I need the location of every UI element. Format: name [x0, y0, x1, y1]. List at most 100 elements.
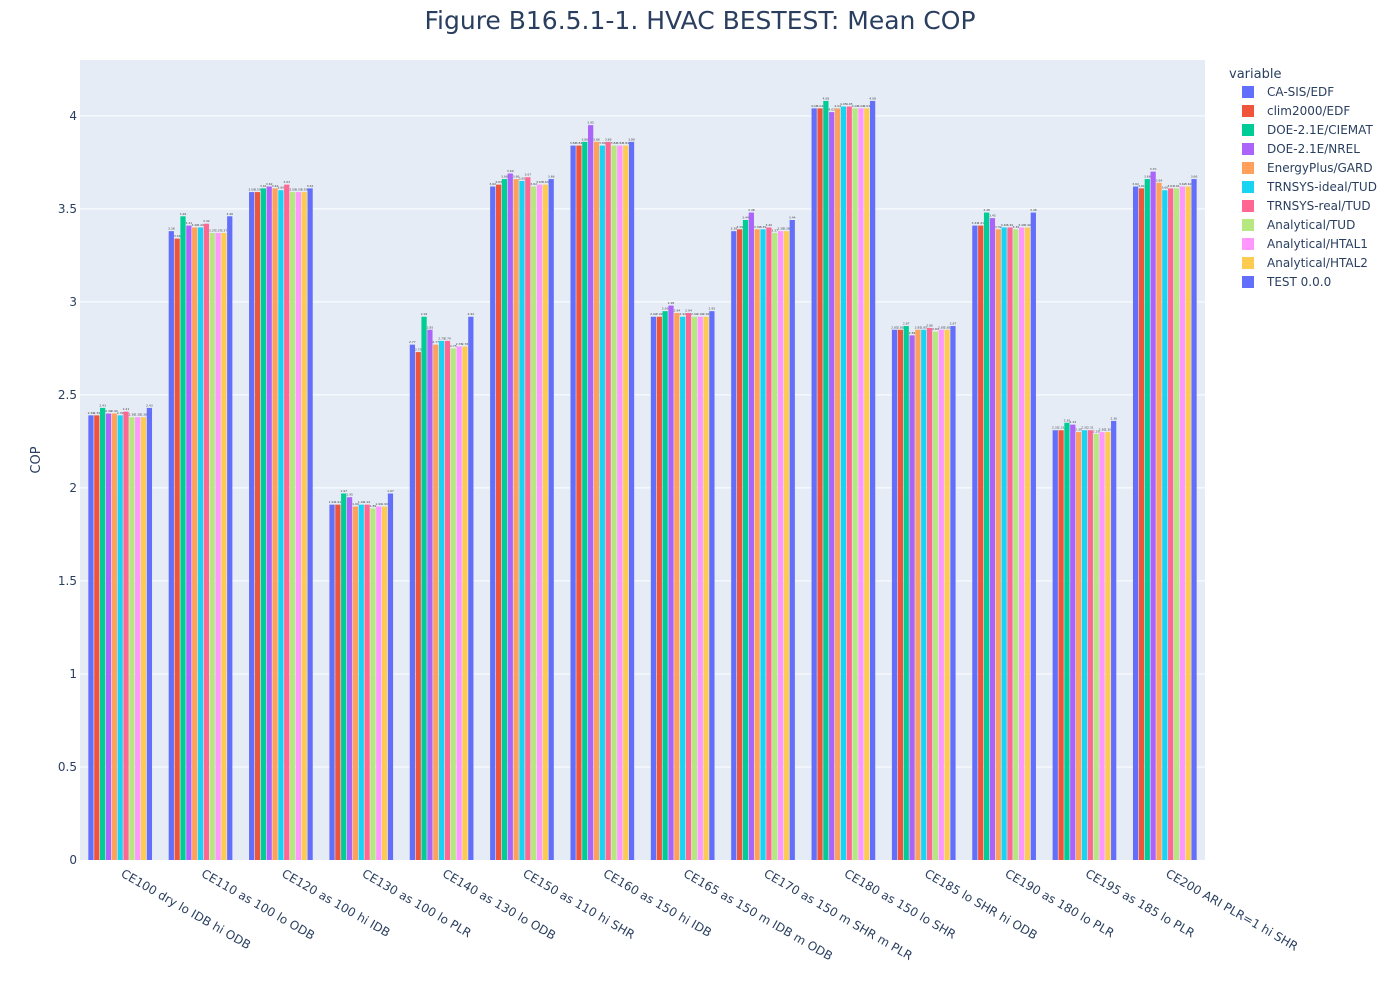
bar[interactable] — [599, 145, 605, 860]
bar[interactable] — [605, 141, 611, 861]
bar[interactable] — [1168, 188, 1174, 860]
bar[interactable] — [376, 506, 382, 860]
bar[interactable] — [542, 184, 548, 860]
legend-item[interactable]: Analytical/HTAL1 — [1242, 237, 1368, 251]
bar[interactable] — [789, 220, 795, 860]
bar[interactable] — [341, 493, 347, 860]
bar[interactable] — [989, 218, 996, 860]
bar[interactable] — [783, 231, 790, 860]
bar[interactable] — [370, 508, 376, 860]
bar[interactable] — [1099, 432, 1105, 860]
bar[interactable] — [284, 184, 290, 860]
bar[interactable] — [295, 192, 302, 861]
bar[interactable] — [1138, 188, 1145, 860]
bar[interactable] — [146, 407, 153, 860]
bar[interactable] — [617, 145, 623, 860]
bar[interactable] — [335, 504, 341, 860]
bar[interactable] — [456, 346, 462, 860]
bar[interactable] — [742, 220, 749, 860]
bar[interactable] — [1156, 182, 1162, 861]
bar[interactable] — [111, 413, 117, 860]
bar[interactable] — [192, 227, 198, 860]
bar[interactable] — [307, 188, 313, 860]
bar[interactable] — [129, 417, 135, 860]
bar[interactable] — [1150, 171, 1156, 860]
bar[interactable] — [897, 329, 903, 860]
bar[interactable] — [100, 407, 106, 860]
bar[interactable] — [346, 497, 353, 860]
bar[interactable] — [278, 190, 284, 861]
bar[interactable] — [209, 233, 215, 860]
bar[interactable] — [891, 329, 898, 860]
bar[interactable] — [697, 316, 703, 860]
bar[interactable] — [703, 316, 709, 860]
bar[interactable] — [852, 108, 858, 861]
bar[interactable] — [382, 506, 388, 860]
bar[interactable] — [588, 125, 594, 861]
bar[interactable] — [249, 192, 255, 861]
legend-item[interactable]: DOE-2.1E/NREL — [1242, 142, 1360, 156]
bar[interactable] — [623, 145, 629, 860]
bar[interactable] — [766, 227, 772, 860]
bar[interactable] — [536, 184, 543, 860]
bar[interactable] — [364, 504, 370, 860]
bar[interactable] — [926, 327, 933, 860]
bar[interactable] — [490, 186, 496, 860]
bar[interactable] — [1081, 430, 1088, 860]
bar[interactable] — [123, 411, 129, 860]
bar[interactable] — [777, 231, 784, 860]
bar[interactable] — [811, 108, 817, 861]
bar[interactable] — [576, 145, 582, 860]
bar[interactable] — [215, 233, 221, 860]
bar[interactable] — [203, 223, 209, 861]
bar[interactable] — [105, 413, 112, 860]
bar[interactable] — [197, 227, 204, 860]
bar[interactable] — [387, 493, 394, 860]
bar[interactable] — [1185, 186, 1191, 860]
bar[interactable] — [1173, 188, 1180, 860]
bar[interactable] — [1179, 186, 1185, 860]
bar[interactable] — [909, 335, 915, 861]
bar[interactable] — [289, 192, 296, 861]
bar[interactable] — [117, 415, 123, 860]
bar[interactable] — [748, 212, 754, 860]
bar[interactable] — [760, 229, 766, 861]
bar[interactable] — [582, 141, 588, 861]
bar[interactable] — [260, 188, 266, 860]
legend-item[interactable]: Analytical/HTAL2 — [1242, 256, 1368, 270]
bar[interactable] — [944, 329, 950, 860]
bar[interactable] — [501, 179, 508, 860]
bar[interactable] — [1191, 179, 1197, 860]
bar[interactable] — [1013, 229, 1019, 861]
bar[interactable] — [409, 344, 415, 860]
bar[interactable] — [525, 177, 531, 860]
bar[interactable] — [1105, 432, 1111, 860]
bar[interactable] — [135, 417, 141, 860]
bar[interactable] — [921, 329, 927, 860]
bar[interactable] — [1070, 424, 1076, 860]
bar[interactable] — [772, 233, 778, 860]
bar[interactable] — [1024, 227, 1031, 860]
bar[interactable] — [180, 216, 186, 860]
bar[interactable] — [754, 229, 760, 861]
legend[interactable]: variable CA-SIS/EDF clim2000/EDF DOE-2.1E/… — [1229, 67, 1377, 289]
bar[interactable] — [834, 108, 841, 861]
bar[interactable] — [662, 311, 668, 860]
bar[interactable] — [174, 238, 180, 861]
legend-items[interactable]: CA-SIS/EDF clim2000/EDF DOE-2.1E/CIEMAT DOE… — [1242, 85, 1377, 289]
bar[interactable] — [668, 305, 674, 861]
bar[interactable] — [1052, 430, 1058, 860]
bar[interactable] — [444, 340, 451, 860]
bar[interactable] — [140, 417, 147, 860]
bar[interactable] — [329, 504, 335, 860]
bar[interactable] — [468, 316, 474, 860]
bar[interactable] — [438, 340, 445, 860]
bar[interactable] — [932, 331, 939, 860]
bar[interactable] — [593, 141, 600, 861]
legend-item[interactable]: CA-SIS/EDF — [1242, 85, 1334, 99]
bar[interactable] — [691, 316, 697, 860]
bar[interactable] — [983, 212, 990, 860]
bar[interactable] — [254, 192, 261, 861]
bar[interactable] — [1007, 227, 1013, 860]
bar[interactable] — [737, 229, 743, 861]
